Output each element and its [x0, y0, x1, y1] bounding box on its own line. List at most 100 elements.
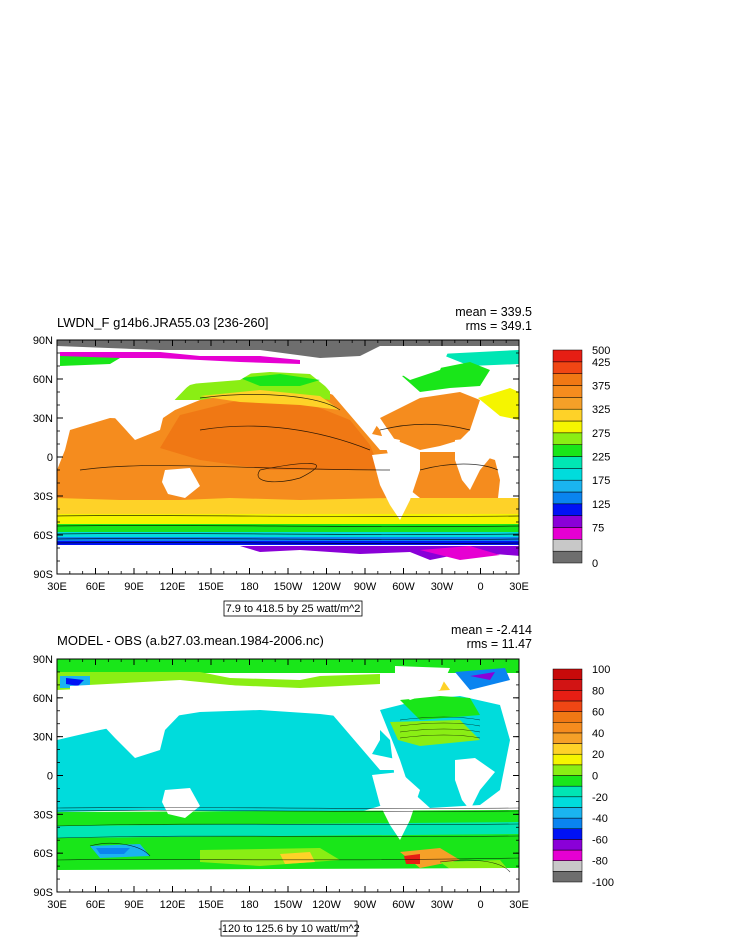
lat-tick-label: 90N	[33, 654, 53, 666]
panel-2: MODEL - OBS (a.b27.03.mean.1984-2006.nc)…	[33, 623, 614, 937]
colorbar-label: 375	[592, 381, 610, 393]
lat-tick-label: 60S	[33, 848, 53, 860]
panel-2-info: -120 to 125.6 by 10 watt/m^2	[218, 923, 360, 935]
colorbar-label: 125	[592, 499, 610, 511]
lon-tick-label: 120W	[312, 899, 341, 911]
lat-tick-label: 90S	[33, 569, 53, 581]
lon-tick-label: 90E	[124, 581, 144, 593]
colorbar-swatch	[552, 539, 583, 552]
lon-tick-label: 60W	[392, 581, 415, 593]
lon-tick-label: 120W	[312, 581, 341, 593]
lon-tick-label: 120E	[160, 899, 186, 911]
panel-2-rms: rms = 11.47	[467, 637, 532, 651]
colorbar-swatch	[552, 515, 583, 528]
lon-tick-label: 150E	[198, 899, 224, 911]
colorbar-label: -80	[592, 856, 608, 868]
panel-1-lon-axis: 30E 60E 90E 120E 150E 180 150W 120W 90W 60W 30W 0 30…	[47, 340, 529, 593]
lat-tick-label: 30S	[33, 809, 53, 821]
lon-tick-label: 30W	[431, 581, 454, 593]
colorbar-swatch	[552, 743, 583, 755]
panel-1-lat-axis: 90N 60N 30N 0 30S 60S 90S	[33, 335, 519, 581]
colorbar-label: 60	[592, 707, 604, 719]
colorbar-label: 80	[592, 685, 604, 697]
colorbar-swatch	[552, 432, 583, 445]
colorbar-swatch	[552, 860, 583, 872]
panel-1: LWDN_F g14b6.JRA55.03 [236-260] mean = 3…	[33, 305, 610, 617]
colorbar-swatch	[552, 679, 583, 691]
colorbar-swatch	[552, 527, 583, 540]
panel-1-info-box	[223, 600, 363, 617]
colorbar-swatch	[552, 503, 583, 516]
colorbar-swatch	[552, 373, 583, 386]
lon-tick-label: 60E	[86, 581, 106, 593]
colorbar-swatch	[552, 775, 583, 787]
colorbar-swatch	[552, 764, 583, 776]
lon-tick-label: 90E	[124, 899, 144, 911]
colorbar-swatch	[552, 397, 583, 410]
colorbar-swatch	[552, 732, 583, 744]
colorbar-swatch	[552, 785, 583, 798]
lon-tick-label: 30E	[47, 581, 67, 593]
colorbar-label: 225	[592, 452, 610, 464]
lon-tick-label: 180	[240, 581, 258, 593]
lat-tick-label: 60N	[33, 374, 53, 386]
colorbar-swatch	[552, 456, 583, 469]
colorbar-swatch	[552, 753, 583, 766]
colorbar-swatch	[552, 849, 583, 861]
panel-1-info: 7.9 to 418.5 by 25 watt/m^2	[226, 603, 361, 615]
colorbar-label: -100	[592, 877, 614, 889]
lon-tick-label: 60W	[392, 899, 415, 911]
lat-tick-label: 0	[47, 771, 53, 783]
lon-tick-label: 90W	[354, 899, 377, 911]
colorbar-label: 0	[592, 558, 598, 570]
panel-2-lon-axis: 30E 60E 90E 120E 150E 180 150W 120W 90W 60W 30W 0 30…	[47, 659, 529, 911]
lon-tick-label: 90W	[354, 581, 377, 593]
lon-tick-label: 120E	[160, 581, 186, 593]
colorbar-swatch	[552, 690, 583, 702]
lon-tick-label: 150W	[274, 899, 303, 911]
lon-tick-label: 30E	[509, 581, 529, 593]
lat-tick-label: 60S	[33, 530, 53, 542]
lon-tick-label: 30W	[431, 899, 454, 911]
lon-tick-label: 180	[240, 899, 258, 911]
colorbar-label: 75	[592, 523, 604, 535]
colorbar-swatch	[552, 550, 583, 564]
colorbar-swatch	[552, 828, 583, 840]
colorbar-swatch	[552, 711, 583, 723]
colorbar-swatch	[552, 408, 583, 422]
panel-2-title: MODEL - OBS (a.b27.03.mean.1984-2006.nc)	[57, 633, 324, 648]
panel-2-colorbar: 100 80 60 40 20 0 -20 -40 -60 -80 -100	[552, 664, 614, 889]
colorbar-swatch	[552, 700, 583, 712]
colorbar-swatch	[552, 385, 583, 398]
colorbar-label: 175	[592, 475, 610, 487]
colorbar-label: 0	[592, 771, 598, 783]
colorbar-label: 425	[592, 357, 610, 369]
panel-1-mean: mean = 339.5	[455, 305, 532, 319]
colorbar-swatch	[552, 871, 583, 883]
lat-tick-label: 90S	[33, 887, 53, 899]
panel-2-info-box	[220, 920, 358, 937]
colorbar-swatch	[552, 796, 583, 808]
panel-1-title: LWDN_F g14b6.JRA55.03 [236-260]	[57, 315, 269, 330]
colorbar-label: -60	[592, 834, 608, 846]
colorbar-label: 275	[592, 428, 610, 440]
colorbar-swatch	[552, 839, 583, 851]
colorbar-swatch	[552, 349, 583, 363]
colorbar-label: 20	[592, 749, 604, 761]
lon-tick-label: 30E	[509, 899, 529, 911]
panel-1-map	[57, 340, 519, 574]
colorbar-swatch	[552, 444, 583, 457]
colorbar-swatch	[552, 361, 583, 374]
colorbar-swatch	[552, 807, 583, 819]
lat-tick-label: 60N	[33, 693, 53, 705]
lat-tick-label: 30N	[33, 732, 53, 744]
panel-2-lat-axis: 90N 60N 30N 0 30S 60S 90S	[33, 654, 519, 899]
colorbar-label: 500	[592, 345, 610, 357]
lon-tick-label: 30E	[47, 899, 67, 911]
colorbar-swatch	[552, 817, 583, 829]
lat-tick-label: 30S	[33, 491, 53, 503]
lon-tick-label: 150E	[198, 581, 224, 593]
colorbar-swatch	[552, 468, 583, 481]
